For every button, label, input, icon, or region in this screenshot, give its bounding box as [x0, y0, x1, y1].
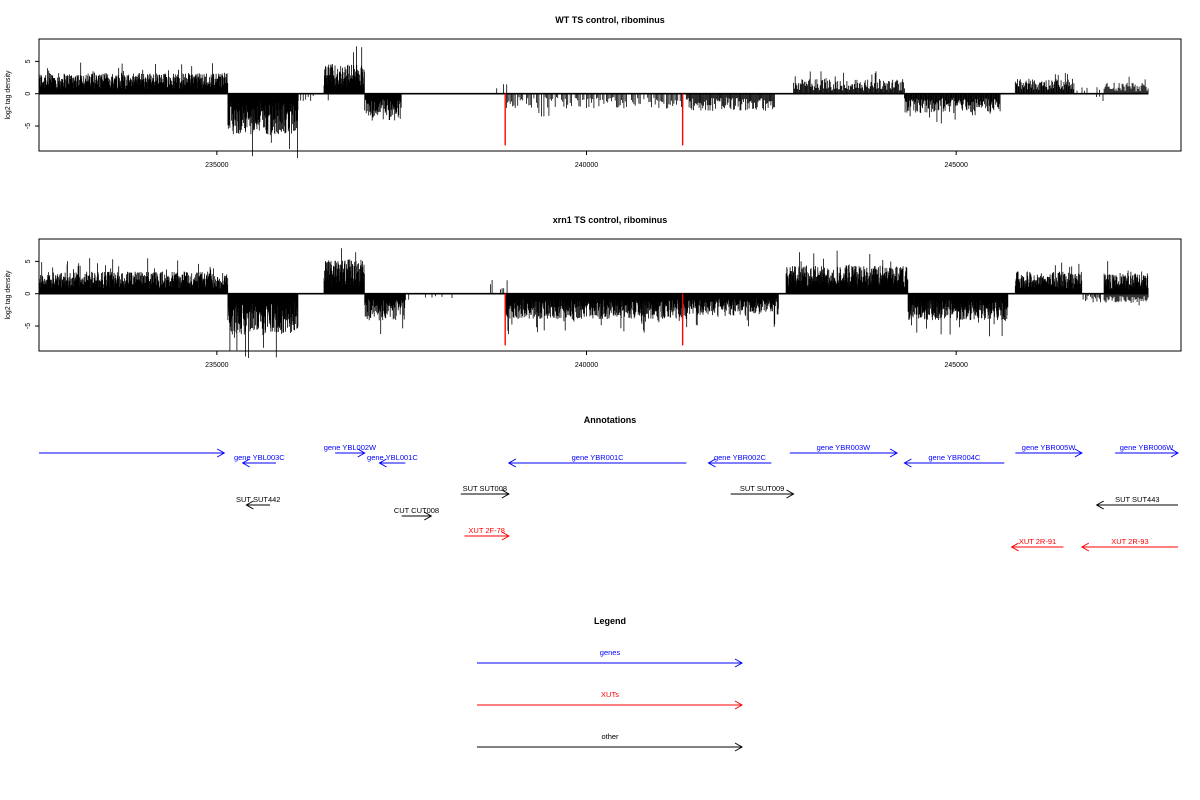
x-tick-label: 245000 — [945, 162, 968, 169]
feature-arrow — [707, 458, 772, 468]
feature-label: gene YBL001C — [367, 453, 418, 462]
feature-label: SUT SUT443 — [1115, 495, 1159, 504]
legend-label: XUTs — [601, 690, 619, 699]
plot-frame — [38, 238, 1182, 352]
annotations-title: Annotations — [584, 415, 637, 425]
feature-label: gene YBL003C — [234, 453, 285, 462]
feature-label: SUT SUT009 — [740, 484, 784, 493]
feature-arrow — [401, 511, 433, 521]
feature-arrow — [1010, 542, 1064, 552]
y-tick-label: 0 — [25, 292, 32, 296]
y-tick-label: 0 — [25, 92, 32, 96]
feature-label: SUT SUT008 — [463, 484, 507, 493]
y-tick-label: -5 — [25, 123, 32, 129]
feature-label: SUT SUT442 — [236, 495, 280, 504]
x-tick-label: 240000 — [575, 362, 598, 369]
y-axis-label: log2 tag density — [5, 70, 12, 120]
x-tick-label: 235000 — [205, 362, 228, 369]
feature-label: gene YBR004C — [928, 453, 981, 462]
feature-label: gene YBR002C — [714, 453, 767, 462]
wt-coverage-panel: 5 0 -5 log2 tag density 235000 240000 245000 — [5, 38, 1182, 169]
y-tick-label: 5 — [25, 259, 32, 263]
feature-arrow — [335, 448, 366, 458]
feature-arrow — [464, 531, 510, 541]
xrn1-coverage-panel: 5 0 -5 log2 tag density 235000 240000 245000 — [5, 238, 1182, 369]
panel-1-title: WT TS control, ribominus — [555, 15, 665, 25]
y-axis-label: log2 tag density — [5, 270, 12, 320]
feature-arrow — [378, 458, 406, 468]
feature-label: gene YBR006W — [1120, 443, 1175, 452]
feature-arrow — [903, 458, 1005, 468]
feature-arrow — [1080, 542, 1178, 552]
legend-arrow — [477, 700, 744, 710]
legend-arrow — [477, 658, 744, 668]
y-tick-label: 5 — [25, 59, 32, 63]
x-tick-label: 245000 — [945, 362, 968, 369]
feature-label: XUT 2R-91 — [1019, 537, 1056, 546]
feature-label: gene YBR001C — [572, 453, 625, 462]
legend-arrow — [477, 742, 744, 752]
feature-arrow — [789, 448, 899, 458]
plot-frame — [38, 38, 1182, 152]
x-tick-label: 235000 — [205, 162, 228, 169]
feature-arrow — [507, 458, 687, 468]
feature-arrow — [730, 489, 795, 499]
feature-label: gene YBR003W — [817, 443, 872, 452]
feature-arrow — [241, 458, 276, 468]
legend-label: other — [601, 732, 619, 741]
feature-arrow — [1115, 448, 1180, 458]
legend-title: Legend — [594, 616, 626, 626]
coverage-bars — [39, 46, 1149, 158]
feature-label: gene YBL002W — [324, 443, 377, 452]
x-tick-label: 240000 — [575, 162, 598, 169]
feature-label: XUT 2R-93 — [1111, 537, 1148, 546]
panel-2-title: xrn1 TS control, ribominus — [553, 215, 668, 225]
coverage-bars — [39, 248, 1149, 358]
feature-arrow — [1015, 448, 1083, 458]
feature-label: XUT 2F-78 — [468, 526, 505, 535]
legend-label: genes — [600, 648, 621, 657]
feature-arrow — [460, 489, 510, 499]
feature-arrow — [39, 448, 226, 458]
legend-block: genes XUTs other — [477, 648, 744, 752]
feature-label: gene YBR005W — [1022, 443, 1077, 452]
feature-label: CUT CUT008 — [394, 506, 439, 515]
y-tick-label: -5 — [25, 323, 32, 329]
feature-arrow — [245, 500, 271, 510]
feature-arrow — [1095, 500, 1178, 510]
